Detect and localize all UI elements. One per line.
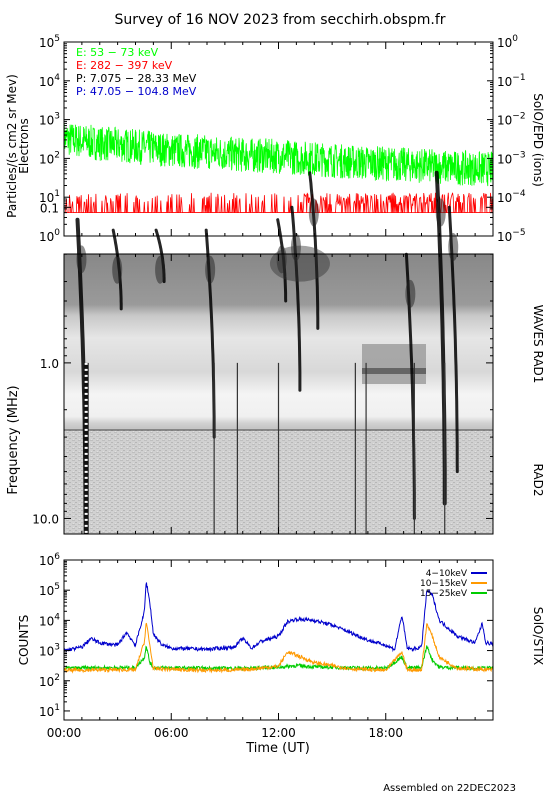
waves-column-gap bbox=[84, 380, 88, 383]
waves-right-label-rad2: RAD2 bbox=[531, 464, 545, 497]
time-axis: 00:00 06:00 12:00 18:00 bbox=[47, 42, 494, 740]
stix-series bbox=[63, 622, 493, 674]
epd-legend-entry: E: 53 − 73 keV bbox=[76, 46, 159, 59]
waves-column-gap bbox=[84, 458, 88, 461]
waves-burst-core bbox=[276, 245, 287, 274]
time-tick-label: 00:00 bbox=[47, 726, 82, 740]
epd-legend-entry: E: 282 − 397 keV bbox=[76, 59, 173, 72]
waves-burst-cluster bbox=[269, 245, 330, 282]
epd-legend-entry: P: 47.05 − 104.8 MeV bbox=[76, 85, 197, 98]
waves-tick-label: 10.0 bbox=[32, 512, 59, 526]
waves-column-gap bbox=[84, 362, 88, 365]
waves-column-gap bbox=[84, 434, 88, 437]
stix-legend-entry: 10−15keV bbox=[420, 579, 468, 589]
epd-right-tick-label: 10−2 bbox=[497, 112, 526, 128]
waves-column-gap bbox=[84, 482, 88, 485]
figure-title: Survey of 16 NOV 2023 from secchirh.obsp… bbox=[114, 12, 445, 28]
epd-right-tick-label: 10−5 bbox=[497, 228, 526, 244]
waves-column-gap bbox=[84, 476, 88, 479]
stix-traces bbox=[63, 582, 494, 674]
stix-panel: 101 102 103 104 105 106 4−10keV10−15keV15−25k… bbox=[17, 552, 545, 721]
epd-tick-label: 103 bbox=[39, 112, 60, 128]
waves-column-gap bbox=[84, 422, 88, 425]
epd-right-tick-label: 10−4 bbox=[497, 189, 526, 205]
epd-tick-label: 100 bbox=[39, 228, 60, 244]
epd-tick-label: 104 bbox=[39, 73, 60, 89]
waves-panel: 0.1 1.0 10.0 Frequency (MHz) WAVES RAD1 RA… bbox=[6, 170, 545, 535]
waves-burst-core bbox=[435, 198, 446, 227]
waves-burst-core bbox=[76, 245, 87, 274]
waves-column-gap bbox=[84, 440, 88, 443]
waves-right-label-rad1: WAVES RAD1 bbox=[531, 305, 545, 384]
epd-traces bbox=[63, 123, 494, 214]
waves-left-axis: 0.1 1.0 10.0 bbox=[32, 201, 493, 526]
rad1-gray-band bbox=[362, 344, 426, 384]
waves-column-gap bbox=[84, 404, 88, 407]
time-axis-label: Time (UT) bbox=[245, 741, 310, 756]
epd-tick-label: 105 bbox=[39, 34, 60, 50]
stix-tick-label: 101 bbox=[39, 703, 60, 719]
stix-legend-entry: 4−10keV bbox=[426, 569, 468, 579]
time-tick-label: 18:00 bbox=[368, 726, 403, 740]
waves-tick-label: 1.0 bbox=[40, 357, 59, 371]
stix-tick-label: 106 bbox=[39, 552, 60, 568]
waves-burst-core bbox=[155, 255, 166, 284]
waves-burst-core bbox=[405, 279, 416, 308]
stix-series bbox=[63, 582, 494, 653]
stix-tick-label: 104 bbox=[39, 612, 60, 628]
stix-tick-label: 103 bbox=[39, 643, 60, 659]
waves-column-gap bbox=[84, 488, 88, 491]
waves-column-gap bbox=[84, 512, 88, 515]
waves-burst-core bbox=[205, 255, 216, 284]
waves-column-gap bbox=[84, 464, 88, 467]
stix-tick-label: 102 bbox=[39, 673, 60, 689]
assembled-footer: Assembled on 22DEC2023 bbox=[383, 783, 516, 794]
waves-column-gap bbox=[84, 368, 88, 371]
epd-legend-entry: P: 7.075 − 28.33 MeV bbox=[76, 72, 197, 85]
waves-column-gap bbox=[84, 374, 88, 377]
epd-right-tick-label: 10−1 bbox=[497, 73, 526, 89]
stix-tick-label: 105 bbox=[39, 582, 60, 598]
rad1-dark-band bbox=[362, 368, 426, 374]
waves-column-gap bbox=[84, 506, 88, 509]
waves-burst-core bbox=[308, 198, 319, 227]
waves-burst-core bbox=[112, 255, 123, 284]
epd-ylabel: Particles/(s cm2 sr Mev) bbox=[5, 74, 19, 218]
waves-tick-label: 0.1 bbox=[40, 201, 59, 215]
epd-right-label: SolO/EPD (ions) bbox=[531, 93, 545, 187]
waves-column-gap bbox=[84, 524, 88, 527]
stix-ylabel: COUNTS bbox=[17, 615, 31, 666]
waves-bursts bbox=[75, 170, 459, 534]
waves-column-gap bbox=[84, 530, 88, 533]
waves-column-gap bbox=[84, 392, 88, 395]
waves-column-gap bbox=[84, 386, 88, 389]
waves-column-gap bbox=[84, 452, 88, 455]
epd-right-tick-label: 100 bbox=[497, 34, 518, 50]
stix-legend-entry: 15−25keV bbox=[420, 589, 468, 599]
waves-ylabel: Frequency (MHz) bbox=[6, 385, 21, 494]
waves-column-gap bbox=[84, 410, 88, 413]
waves-column-gap bbox=[84, 470, 88, 473]
time-tick-label: 06:00 bbox=[154, 726, 189, 740]
waves-column-gap bbox=[84, 428, 88, 431]
epd-right-tick-label: 10−3 bbox=[497, 150, 526, 166]
waves-column-gap bbox=[84, 446, 88, 449]
waves-burst bbox=[308, 171, 320, 330]
stix-right-label: SolO/STIX bbox=[531, 607, 545, 666]
time-tick-label: 12:00 bbox=[261, 726, 296, 740]
epd-ylabel-species: Electrons bbox=[17, 118, 31, 173]
stix-plot-area bbox=[64, 560, 493, 720]
epd-tick-label: 102 bbox=[39, 150, 60, 166]
waves-column-gap bbox=[84, 398, 88, 401]
waves-column-gap bbox=[84, 416, 88, 419]
epd-series-electrons-low bbox=[63, 123, 494, 187]
waves-column-gap bbox=[84, 518, 88, 521]
waves-column-gap bbox=[84, 500, 88, 503]
waves-column-gap bbox=[84, 494, 88, 497]
